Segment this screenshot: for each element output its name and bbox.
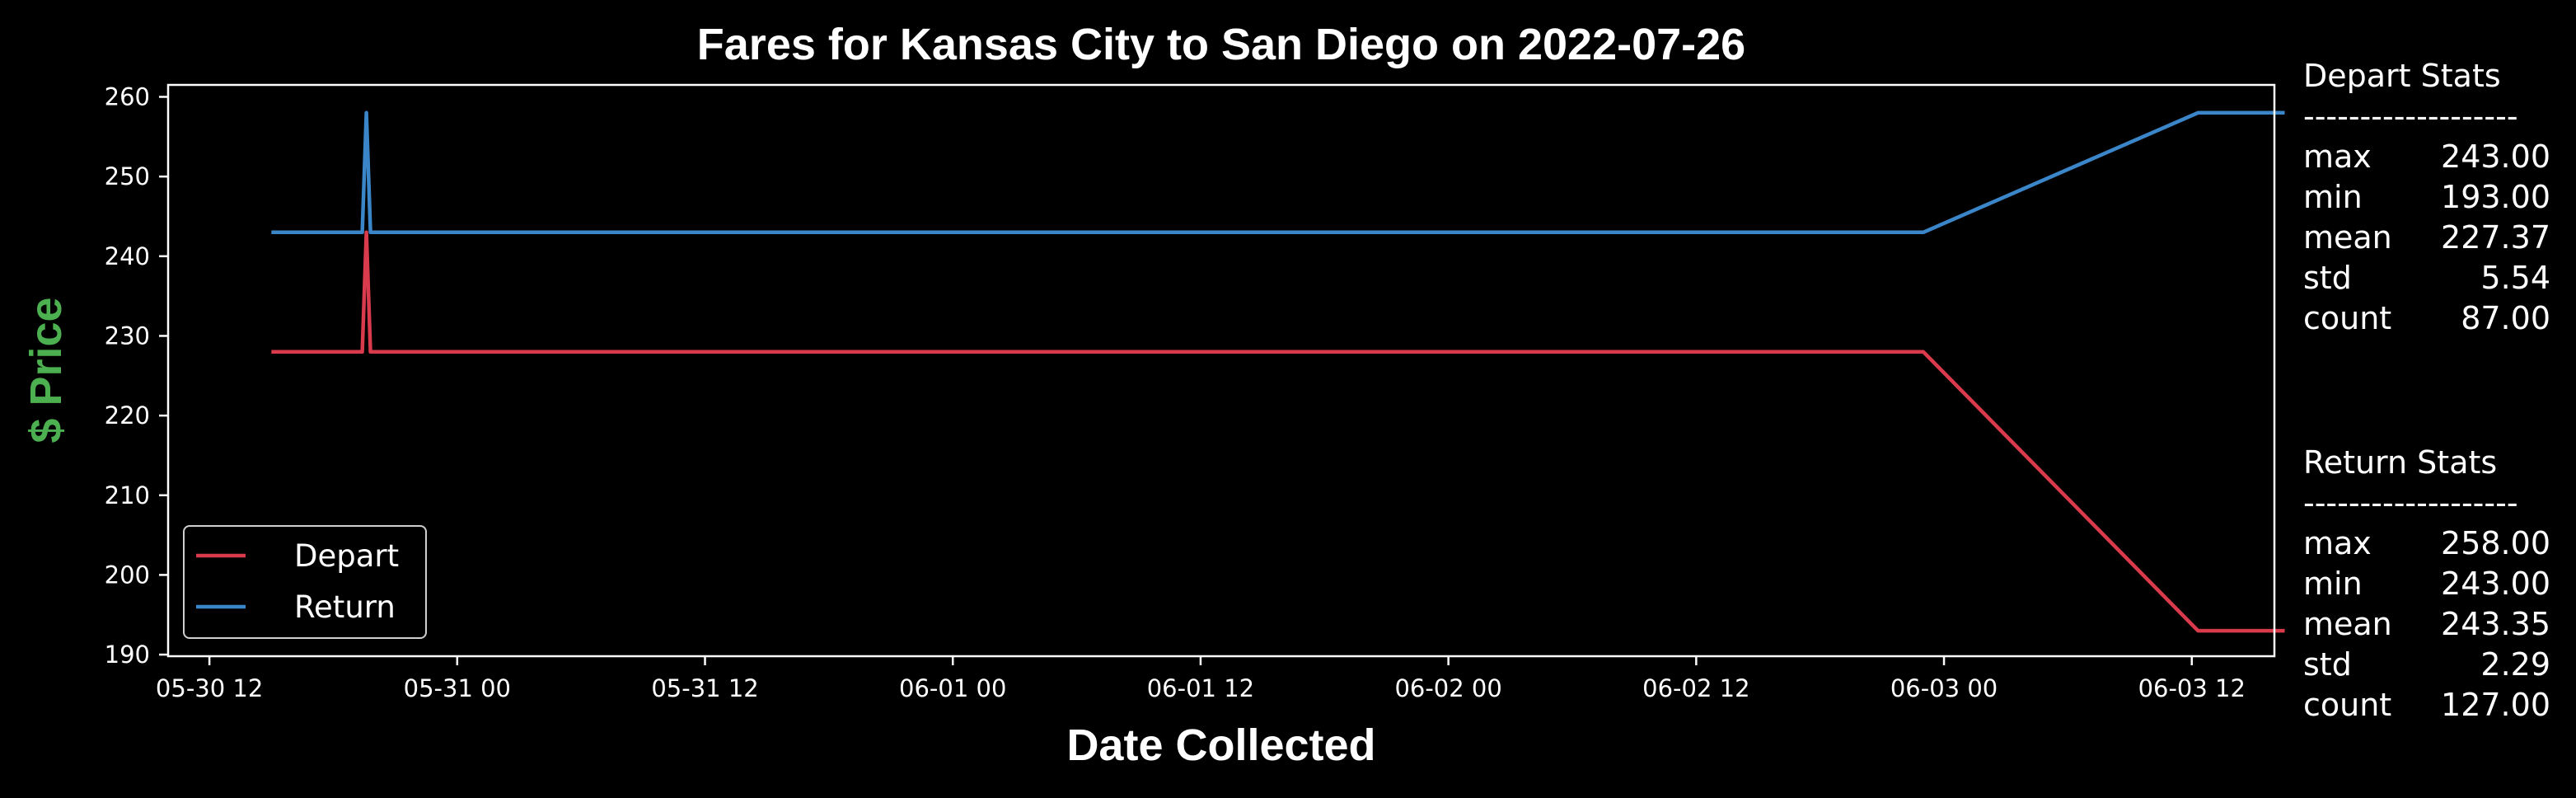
y-tick-label: 190 <box>105 641 150 669</box>
depart-stat-mean: mean 227.37 <box>2303 218 2550 258</box>
depart-stat-min: min 193.00 <box>2303 177 2550 218</box>
return-stat-mean: mean 243.35 <box>2303 604 2550 645</box>
x-tick-label: 05-30 12 <box>156 674 263 702</box>
stat-label: max <box>2303 525 2372 561</box>
y-tick-label: 250 <box>105 162 150 190</box>
x-tick-label: 05-31 00 <box>404 674 511 702</box>
stat-label: min <box>2303 566 2363 602</box>
stat-value: 87.00 <box>2461 300 2550 336</box>
x-tick-label: 05-31 12 <box>651 674 758 702</box>
series-line-depart <box>271 230 2285 633</box>
stat-label: min <box>2303 179 2363 215</box>
y-tick-label: 240 <box>105 242 150 270</box>
x-tick-label: 06-02 00 <box>1394 674 1501 702</box>
legend-label-depart: Depart <box>294 538 399 574</box>
depart-stats-divider: ------------------- <box>2303 98 2518 134</box>
stat-value: 127.00 <box>2441 687 2550 723</box>
depart-stat-max: max 243.00 <box>2303 137 2550 177</box>
stat-label: max <box>2303 138 2372 175</box>
stat-value: 5.54 <box>2480 260 2550 296</box>
y-tick-label: 210 <box>105 481 150 509</box>
y-tick-label: 230 <box>105 322 150 350</box>
return-stat-min: min 243.00 <box>2303 564 2550 604</box>
return-stats-divider: ------------------- <box>2303 485 2518 521</box>
x-tick-label: 06-02 12 <box>1642 674 1749 702</box>
y-tick-label: 200 <box>105 561 150 589</box>
depart-stat-count: count 87.00 <box>2303 298 2550 339</box>
x-tick-label: 06-03 00 <box>1890 674 1998 702</box>
return-stat-std: std 2.29 <box>2303 645 2550 685</box>
stat-value: 2.29 <box>2480 646 2550 683</box>
depart-stats-header: Depart Stats <box>2303 58 2501 94</box>
stat-label: std <box>2303 260 2352 296</box>
stat-label: count <box>2303 687 2392 723</box>
x-axis-ticks: 05-30 12 05-31 00 05-31 12 06-01 00 06-01 12… <box>156 656 2246 702</box>
x-axis-label: Date Collected <box>1066 721 1375 770</box>
stat-value: 243.00 <box>2441 566 2550 602</box>
stat-label: mean <box>2303 219 2392 256</box>
depart-stat-std: std 5.54 <box>2303 258 2550 298</box>
stat-label: mean <box>2303 606 2392 642</box>
stat-value: 243.35 <box>2441 606 2550 642</box>
series-line-return <box>271 110 2285 235</box>
y-axis-ticks: 190 200 210 220 230 240 250 260 <box>105 82 168 669</box>
x-tick-label: 06-01 00 <box>899 674 1006 702</box>
y-tick-label: 220 <box>105 401 150 430</box>
axes-frame <box>166 83 2276 658</box>
x-tick-label: 06-01 12 <box>1147 674 1254 702</box>
x-tick-label: 06-03 12 <box>2138 674 2246 702</box>
stat-label: count <box>2303 300 2392 336</box>
legend: Depart Return <box>183 525 427 639</box>
stat-value: 258.00 <box>2441 525 2550 561</box>
stat-value: 227.37 <box>2441 219 2550 256</box>
stat-label: std <box>2303 646 2352 683</box>
depart-stats-panel: Depart Stats ------------------- max 243.… <box>2303 56 2550 339</box>
return-stat-count: count 127.00 <box>2303 685 2550 725</box>
plot-lines <box>271 110 2285 633</box>
chart-title: Fares for Kansas City to San Diego on 20… <box>697 20 1745 69</box>
return-stats-panel: Return Stats ------------------- max 258.… <box>2303 443 2550 725</box>
return-stats-header: Return Stats <box>2303 444 2498 481</box>
y-tick-label: 260 <box>105 82 150 110</box>
return-stat-max: max 258.00 <box>2303 523 2550 564</box>
y-axis-label: $ Price <box>21 297 71 443</box>
stat-value: 243.00 <box>2441 138 2550 175</box>
legend-label-return: Return <box>294 589 396 625</box>
stat-value: 193.00 <box>2441 179 2550 215</box>
